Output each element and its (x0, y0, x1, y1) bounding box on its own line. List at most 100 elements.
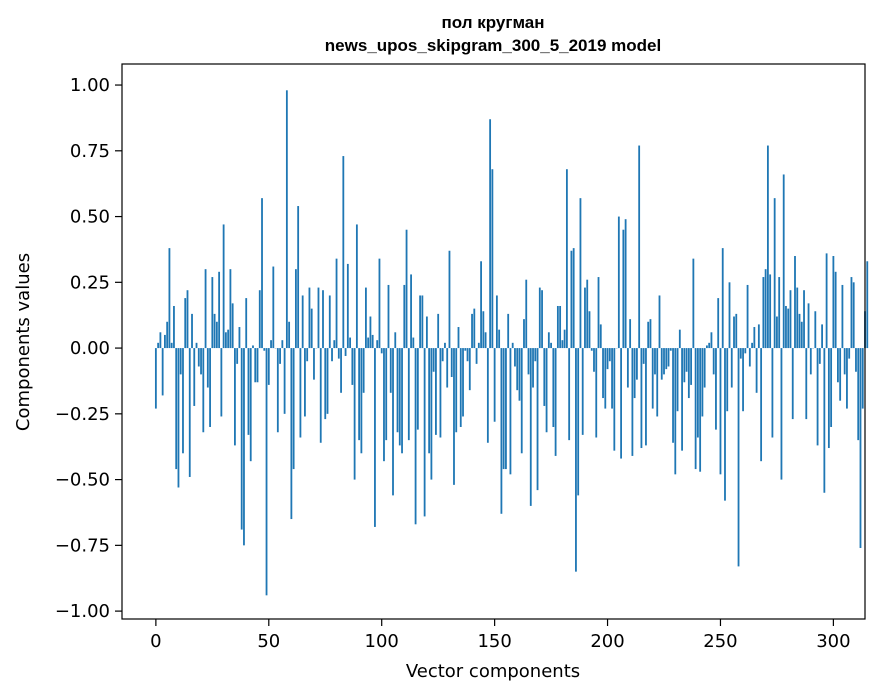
bar (272, 266, 275, 349)
y-axis: 1.00 0.75 0.50 0.25 0.00 −0.25 −0.50 −0.75 −1.00 (55, 75, 122, 622)
bar (428, 348, 431, 454)
bar (620, 348, 622, 459)
bar (636, 348, 638, 380)
y-tick-label: 0.25 (70, 272, 110, 293)
bar (850, 277, 853, 349)
bar (477, 342, 480, 349)
bar (380, 348, 383, 354)
bar (200, 348, 202, 375)
bar (385, 348, 388, 441)
bar (491, 169, 494, 349)
bar (532, 348, 534, 388)
bar (168, 248, 171, 349)
bar (360, 348, 363, 454)
bar (685, 348, 688, 372)
bar (304, 348, 306, 417)
bar (857, 348, 860, 441)
bar (527, 348, 530, 375)
y-axis-label: Components values (13, 253, 34, 431)
bar (218, 271, 221, 349)
bar (256, 348, 259, 383)
bar (511, 342, 514, 349)
bar (785, 305, 787, 349)
bar (798, 313, 801, 349)
bar (712, 348, 715, 375)
bar (170, 342, 173, 349)
bar (780, 348, 783, 480)
y-tick-label: −0.50 (55, 470, 110, 491)
bar (186, 290, 189, 349)
bar (622, 229, 625, 349)
bar (541, 290, 543, 349)
bar (816, 348, 819, 446)
bar (696, 348, 699, 438)
bar (588, 311, 591, 349)
y-tick-label: 0.75 (70, 141, 110, 162)
bar (193, 348, 196, 406)
bar (222, 224, 225, 349)
x-axis: 0 50 100 150 200 250 300 (150, 619, 851, 652)
bar (234, 348, 236, 446)
bar (681, 348, 683, 451)
bar (764, 269, 767, 349)
bar (288, 321, 291, 349)
bar (701, 348, 704, 417)
bar (464, 348, 467, 351)
bar (721, 248, 724, 349)
bar (830, 348, 833, 427)
bar (690, 348, 693, 385)
bar (482, 311, 485, 349)
bar (231, 303, 234, 349)
bar (161, 348, 164, 396)
bar (493, 348, 496, 422)
bar (611, 348, 613, 409)
bar (211, 277, 214, 349)
bar (313, 348, 315, 380)
bar (590, 348, 593, 351)
bar (678, 329, 681, 349)
bar (617, 216, 620, 349)
bar (694, 348, 697, 470)
bar (624, 219, 627, 349)
bar (599, 324, 602, 349)
bar (631, 348, 634, 456)
bar (184, 298, 187, 349)
bar (645, 348, 647, 446)
bar (473, 308, 476, 349)
bar (766, 145, 769, 349)
bar (739, 348, 742, 359)
bar (331, 348, 333, 362)
bar (837, 348, 839, 383)
bar (392, 348, 394, 496)
bar (861, 348, 864, 409)
x-axis-label: Vector components (406, 661, 580, 682)
bar (800, 321, 803, 349)
bar (310, 308, 313, 349)
bar (507, 313, 510, 349)
bar (204, 269, 207, 349)
bar (396, 348, 399, 433)
bar (633, 348, 636, 399)
bar (459, 348, 462, 427)
bar (660, 348, 663, 380)
bar (735, 313, 738, 349)
bar-series (154, 90, 869, 596)
bar (369, 316, 372, 349)
bar (308, 287, 311, 349)
bar (502, 348, 505, 470)
bar (584, 287, 586, 349)
bar (281, 340, 284, 349)
bar (495, 295, 498, 349)
bar (787, 308, 790, 349)
bar (638, 145, 641, 349)
bar (455, 348, 458, 433)
bar (536, 348, 539, 491)
bar (687, 348, 690, 399)
bar (362, 348, 365, 393)
bar (604, 348, 607, 409)
bar (855, 348, 857, 372)
bar (227, 329, 230, 349)
bar (529, 348, 532, 506)
bar (674, 348, 677, 475)
bar (195, 342, 198, 349)
